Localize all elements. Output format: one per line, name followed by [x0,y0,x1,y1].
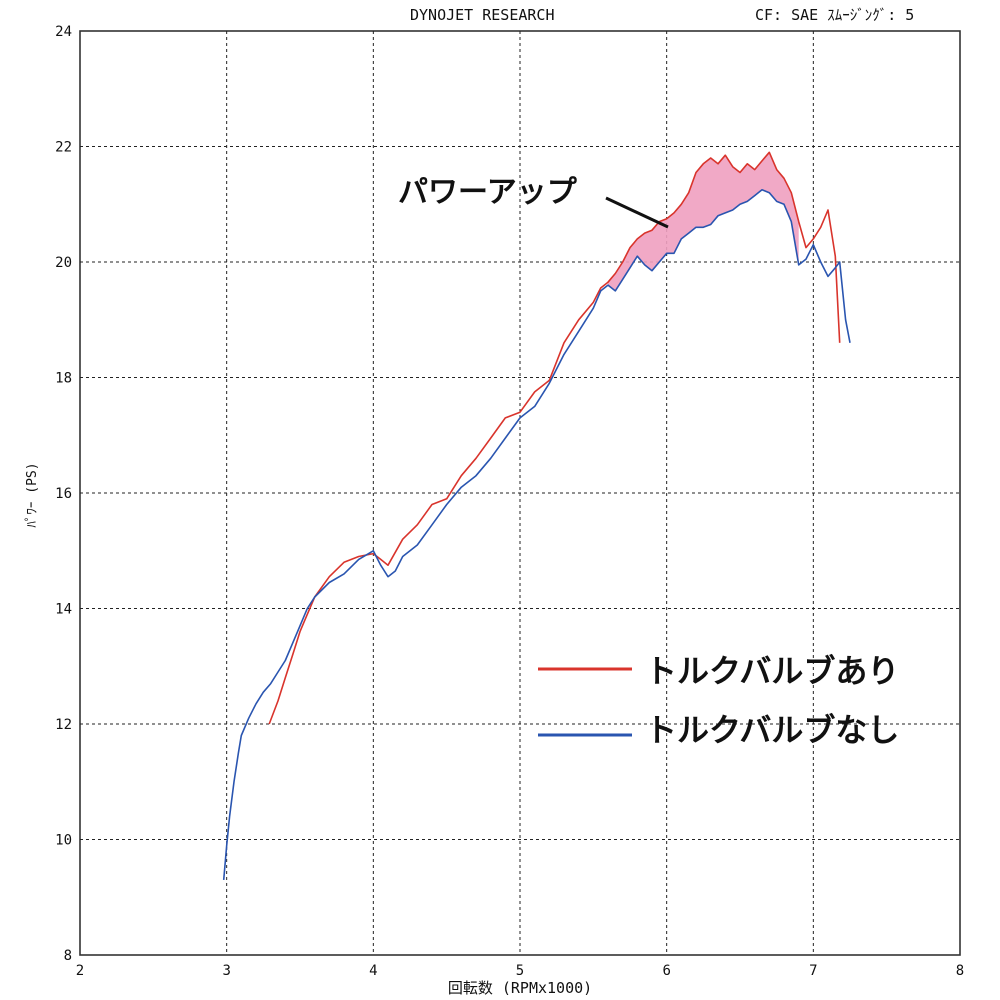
legend: トルクバルブあり トルクバルブなし [538,652,899,749]
annotation-text: パワーアップ [398,175,578,210]
series-line-without-valve [222,189,851,880]
series-line-with-valve [268,151,841,725]
y-tick-label: 20 [55,255,72,271]
x-tick-label: 5 [516,963,524,979]
power-gain-area [608,152,799,291]
grid [80,31,960,955]
y-axis-label: ﾊﾟﾜｰ (PS) [25,462,40,527]
annotation-group: パワーアップ [398,175,669,229]
axis-ticks: 2 3 4 5 6 7 8 8 10 12 14 16 18 20 22 24 [55,24,964,979]
y-tick-label: 16 [55,486,72,502]
y-tick-label: 10 [55,833,72,849]
legend-label-without-valve: トルクバルブなし [645,711,899,749]
power-gain-fill [608,152,799,291]
x-tick-label: 4 [369,963,377,979]
x-axis-label: 回転数 (RPMx1000) [448,979,592,997]
chart-title: DYNOJET RESEARCH [410,6,555,24]
x-tick-label: 2 [76,963,84,979]
x-tick-label: 6 [662,963,670,979]
legend-label-with-valve: トルクバルブあり [645,652,899,690]
annotation-arrow [605,196,669,229]
y-tick-label: 14 [55,602,72,618]
correction-factor-label: CF: SAE ｽﾑｰｼﾞﾝｸﾞ: 5 [755,6,915,24]
y-tick-label: 12 [55,717,72,733]
y-tick-label: 8 [64,948,72,964]
x-tick-label: 7 [809,963,817,979]
x-tick-label: 3 [222,963,230,979]
x-tick-label: 8 [956,963,964,979]
y-tick-label: 24 [55,24,72,40]
y-tick-label: 18 [55,371,72,387]
series-lines [222,151,851,880]
y-tick-label: 22 [55,140,72,156]
